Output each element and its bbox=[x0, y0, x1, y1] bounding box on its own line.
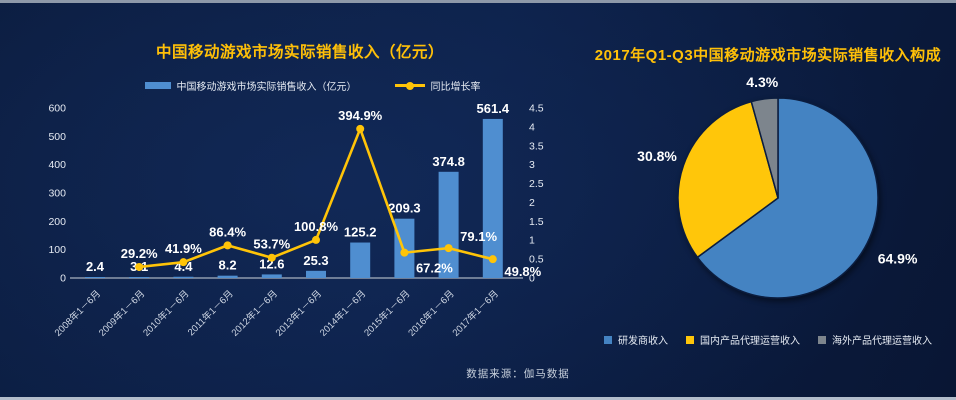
pie-slice-label: 64.9% bbox=[878, 250, 918, 266]
domestic-agency-revenue-swatch bbox=[686, 335, 694, 344]
x-axis-label: 2017年1－6月 bbox=[450, 288, 501, 339]
growth-point bbox=[312, 235, 320, 244]
y-axis-tick-left: 400 bbox=[48, 159, 66, 171]
growth-point bbox=[444, 244, 453, 253]
top-edge-line bbox=[0, 0, 956, 3]
legend-item-domestic-agency-revenue: 国内产品代理运营收入 bbox=[686, 332, 800, 347]
overseas-agency-revenue-swatch bbox=[818, 335, 826, 344]
bar bbox=[261, 274, 282, 278]
bar bbox=[482, 118, 503, 278]
bar bbox=[129, 277, 150, 278]
bar bbox=[394, 218, 415, 278]
bar-value-label: 209.3 bbox=[388, 201, 421, 216]
y-axis-tick-right: 2 bbox=[529, 197, 535, 209]
x-axis-label: 2013年1－6月 bbox=[273, 288, 324, 339]
developer-revenue-label: 研发商收入 bbox=[618, 336, 668, 347]
growth-label: 86.4% bbox=[209, 224, 246, 239]
growth-point bbox=[488, 255, 497, 264]
bar-series-label: 中国移动游戏市场实际销售收入（亿元） bbox=[176, 82, 357, 93]
y-axis-tick-right: 1.5 bbox=[529, 216, 544, 228]
y-axis-tick-left: 0 bbox=[60, 273, 66, 285]
bar-value-label: 2.4 bbox=[86, 259, 105, 274]
y-axis-tick-right: 3 bbox=[529, 159, 535, 171]
pie-slices bbox=[677, 97, 879, 299]
y-axis-tick-right: 4.5 bbox=[529, 103, 544, 115]
growth-label: 53.7% bbox=[253, 237, 290, 252]
x-axis-label: 2011年1－6月 bbox=[185, 288, 236, 339]
combo-chart: 0 100 200 300 400 500 600 0 0.5 1 1.5 2 2.5 3 3.5 4 4.5 2… bbox=[48, 101, 544, 339]
x-axis-label: 2012年1－6月 bbox=[229, 288, 280, 339]
legend-item-developer-revenue: 研发商收入 bbox=[604, 332, 668, 347]
bottom-edge-line bbox=[0, 397, 956, 400]
y-axis-tick-right: 2.5 bbox=[529, 178, 544, 190]
legend-item-revenue: 中国移动游戏市场实际销售收入（亿元） bbox=[144, 78, 357, 93]
y-axis-tick-left: 200 bbox=[48, 216, 66, 228]
pie-chart: 64.9% 30.8% 4.3% bbox=[637, 74, 918, 299]
y-axis-tick-left: 600 bbox=[48, 103, 66, 115]
x-axis-label: 2009年1－6月 bbox=[96, 288, 147, 339]
y-axis-tick-right: 4 bbox=[529, 121, 535, 133]
growth-label: 79.1% bbox=[460, 229, 497, 244]
y-axis-tick-right: 1 bbox=[529, 235, 535, 247]
combo-chart-title: 中国移动游戏市场实际销售收入（亿元） bbox=[155, 44, 444, 61]
growth-label: 67.2% bbox=[416, 261, 453, 276]
bar-series-swatch bbox=[144, 82, 171, 89]
pie-slice-label: 4.3% bbox=[746, 74, 778, 90]
bar-value-label: 12.6 bbox=[259, 256, 284, 271]
line-series-label: 同比增长率 bbox=[430, 82, 481, 93]
growth-label: 41.9% bbox=[165, 241, 202, 256]
legend-item-overseas-agency-revenue: 海外产品代理运营收入 bbox=[818, 332, 932, 347]
growth-point bbox=[400, 248, 409, 257]
bar bbox=[438, 171, 459, 278]
developer-revenue-swatch bbox=[604, 335, 612, 344]
y-axis-tick-right: 3.5 bbox=[529, 140, 544, 152]
growth-label: 49.8% bbox=[504, 264, 541, 279]
source-note: 数据来源：伽马数据 bbox=[466, 368, 570, 380]
x-axis-label: 2010年1－6月 bbox=[140, 288, 191, 339]
bar-value-label: 25.3 bbox=[303, 253, 328, 268]
domestic-agency-revenue-label: 国内产品代理运营收入 bbox=[700, 336, 800, 347]
growth-label: 29.2% bbox=[121, 246, 158, 261]
combo-chart-legend: 中国移动游戏市场实际销售收入（亿元） 同比增长率 bbox=[40, 78, 585, 93]
bar bbox=[217, 275, 238, 278]
x-axis-label: 2015年1－6月 bbox=[361, 288, 412, 339]
pie-slice bbox=[696, 97, 879, 299]
x-axis-label: 2008年1－6月 bbox=[52, 288, 103, 339]
pie-slice bbox=[677, 100, 779, 259]
y-axis-tick-left: 100 bbox=[48, 244, 66, 256]
growth-point bbox=[267, 253, 276, 262]
y-axis-tick-right: 0.5 bbox=[529, 254, 544, 266]
bar-value-label: 374.8 bbox=[432, 154, 465, 169]
y-axis-tick-left: 300 bbox=[48, 188, 66, 200]
bar bbox=[350, 242, 371, 278]
bar-value-label: 8.2 bbox=[219, 258, 237, 273]
pie-slice-label: 30.8% bbox=[637, 148, 677, 164]
pie-slice bbox=[750, 97, 779, 199]
legend-item-growth: 同比增长率 bbox=[394, 78, 481, 93]
pie-chart-title: 2017年Q1-Q3中国移动游戏市场实际销售收入构成 bbox=[594, 47, 942, 64]
line-marker-icon bbox=[405, 81, 414, 90]
x-axis-label: 2014年1－6月 bbox=[317, 288, 368, 339]
line-series-swatch bbox=[394, 81, 425, 90]
growth-point bbox=[356, 124, 365, 133]
bar-value-label: 125.2 bbox=[344, 225, 377, 240]
overseas-agency-revenue-label: 海外产品代理运营收入 bbox=[832, 336, 932, 347]
growth-point bbox=[223, 241, 232, 250]
growth-point bbox=[135, 262, 144, 271]
bar-value-label: 561.4 bbox=[477, 101, 510, 116]
bar bbox=[85, 277, 105, 278]
y-axis-tick-left: 500 bbox=[48, 131, 66, 143]
growth-point bbox=[179, 258, 188, 267]
growth-label: 100.8% bbox=[294, 219, 339, 234]
pie-chart-legend: 研发商收入 国内产品代理运营收入 海外产品代理运营收入 bbox=[588, 332, 948, 347]
x-axis-label: 2016年1－6月 bbox=[406, 288, 457, 339]
bar bbox=[306, 270, 326, 278]
growth-label: 394.9% bbox=[338, 108, 383, 123]
bar bbox=[173, 276, 194, 278]
y-axis-tick-right: 0 bbox=[529, 273, 535, 285]
